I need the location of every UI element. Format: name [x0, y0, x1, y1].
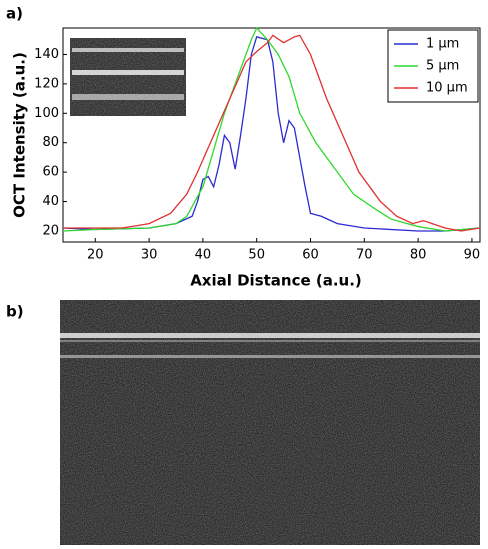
series-line	[62, 36, 481, 232]
x-tick-label: 30	[141, 248, 158, 263]
series-line	[62, 26, 481, 232]
inset-image	[70, 38, 186, 116]
x-tick-label: 40	[195, 248, 212, 263]
x-tick-label: 20	[87, 248, 104, 263]
y-tick-label: 20	[42, 223, 59, 238]
y-tick-label: 60	[42, 165, 59, 180]
x-tick-label: 50	[248, 248, 265, 263]
x-tick-label: 80	[410, 248, 427, 263]
y-axis-label: OCT Intensity (a.u.)	[11, 52, 29, 218]
series-line	[63, 34, 481, 232]
x-tick-label: 90	[464, 248, 481, 263]
oct-image	[60, 300, 480, 545]
x-axis-label: Axial Distance (a.u.)	[190, 272, 362, 290]
y-tick-label: 120	[34, 76, 59, 91]
panel-label: a)	[6, 5, 23, 23]
legend-label: 10 μm	[426, 81, 468, 96]
y-tick-label: 140	[34, 47, 59, 62]
panel-label: b)	[6, 303, 24, 321]
y-tick-label: 40	[42, 194, 59, 209]
x-tick-label: 60	[302, 248, 319, 263]
legend-label: 5 μm	[426, 59, 459, 74]
plot-frame	[62, 27, 481, 243]
legend-label: 1 μm	[426, 37, 459, 52]
y-tick-label: 100	[34, 106, 59, 121]
x-tick-label: 70	[356, 248, 373, 263]
y-tick-label: 80	[42, 135, 59, 150]
